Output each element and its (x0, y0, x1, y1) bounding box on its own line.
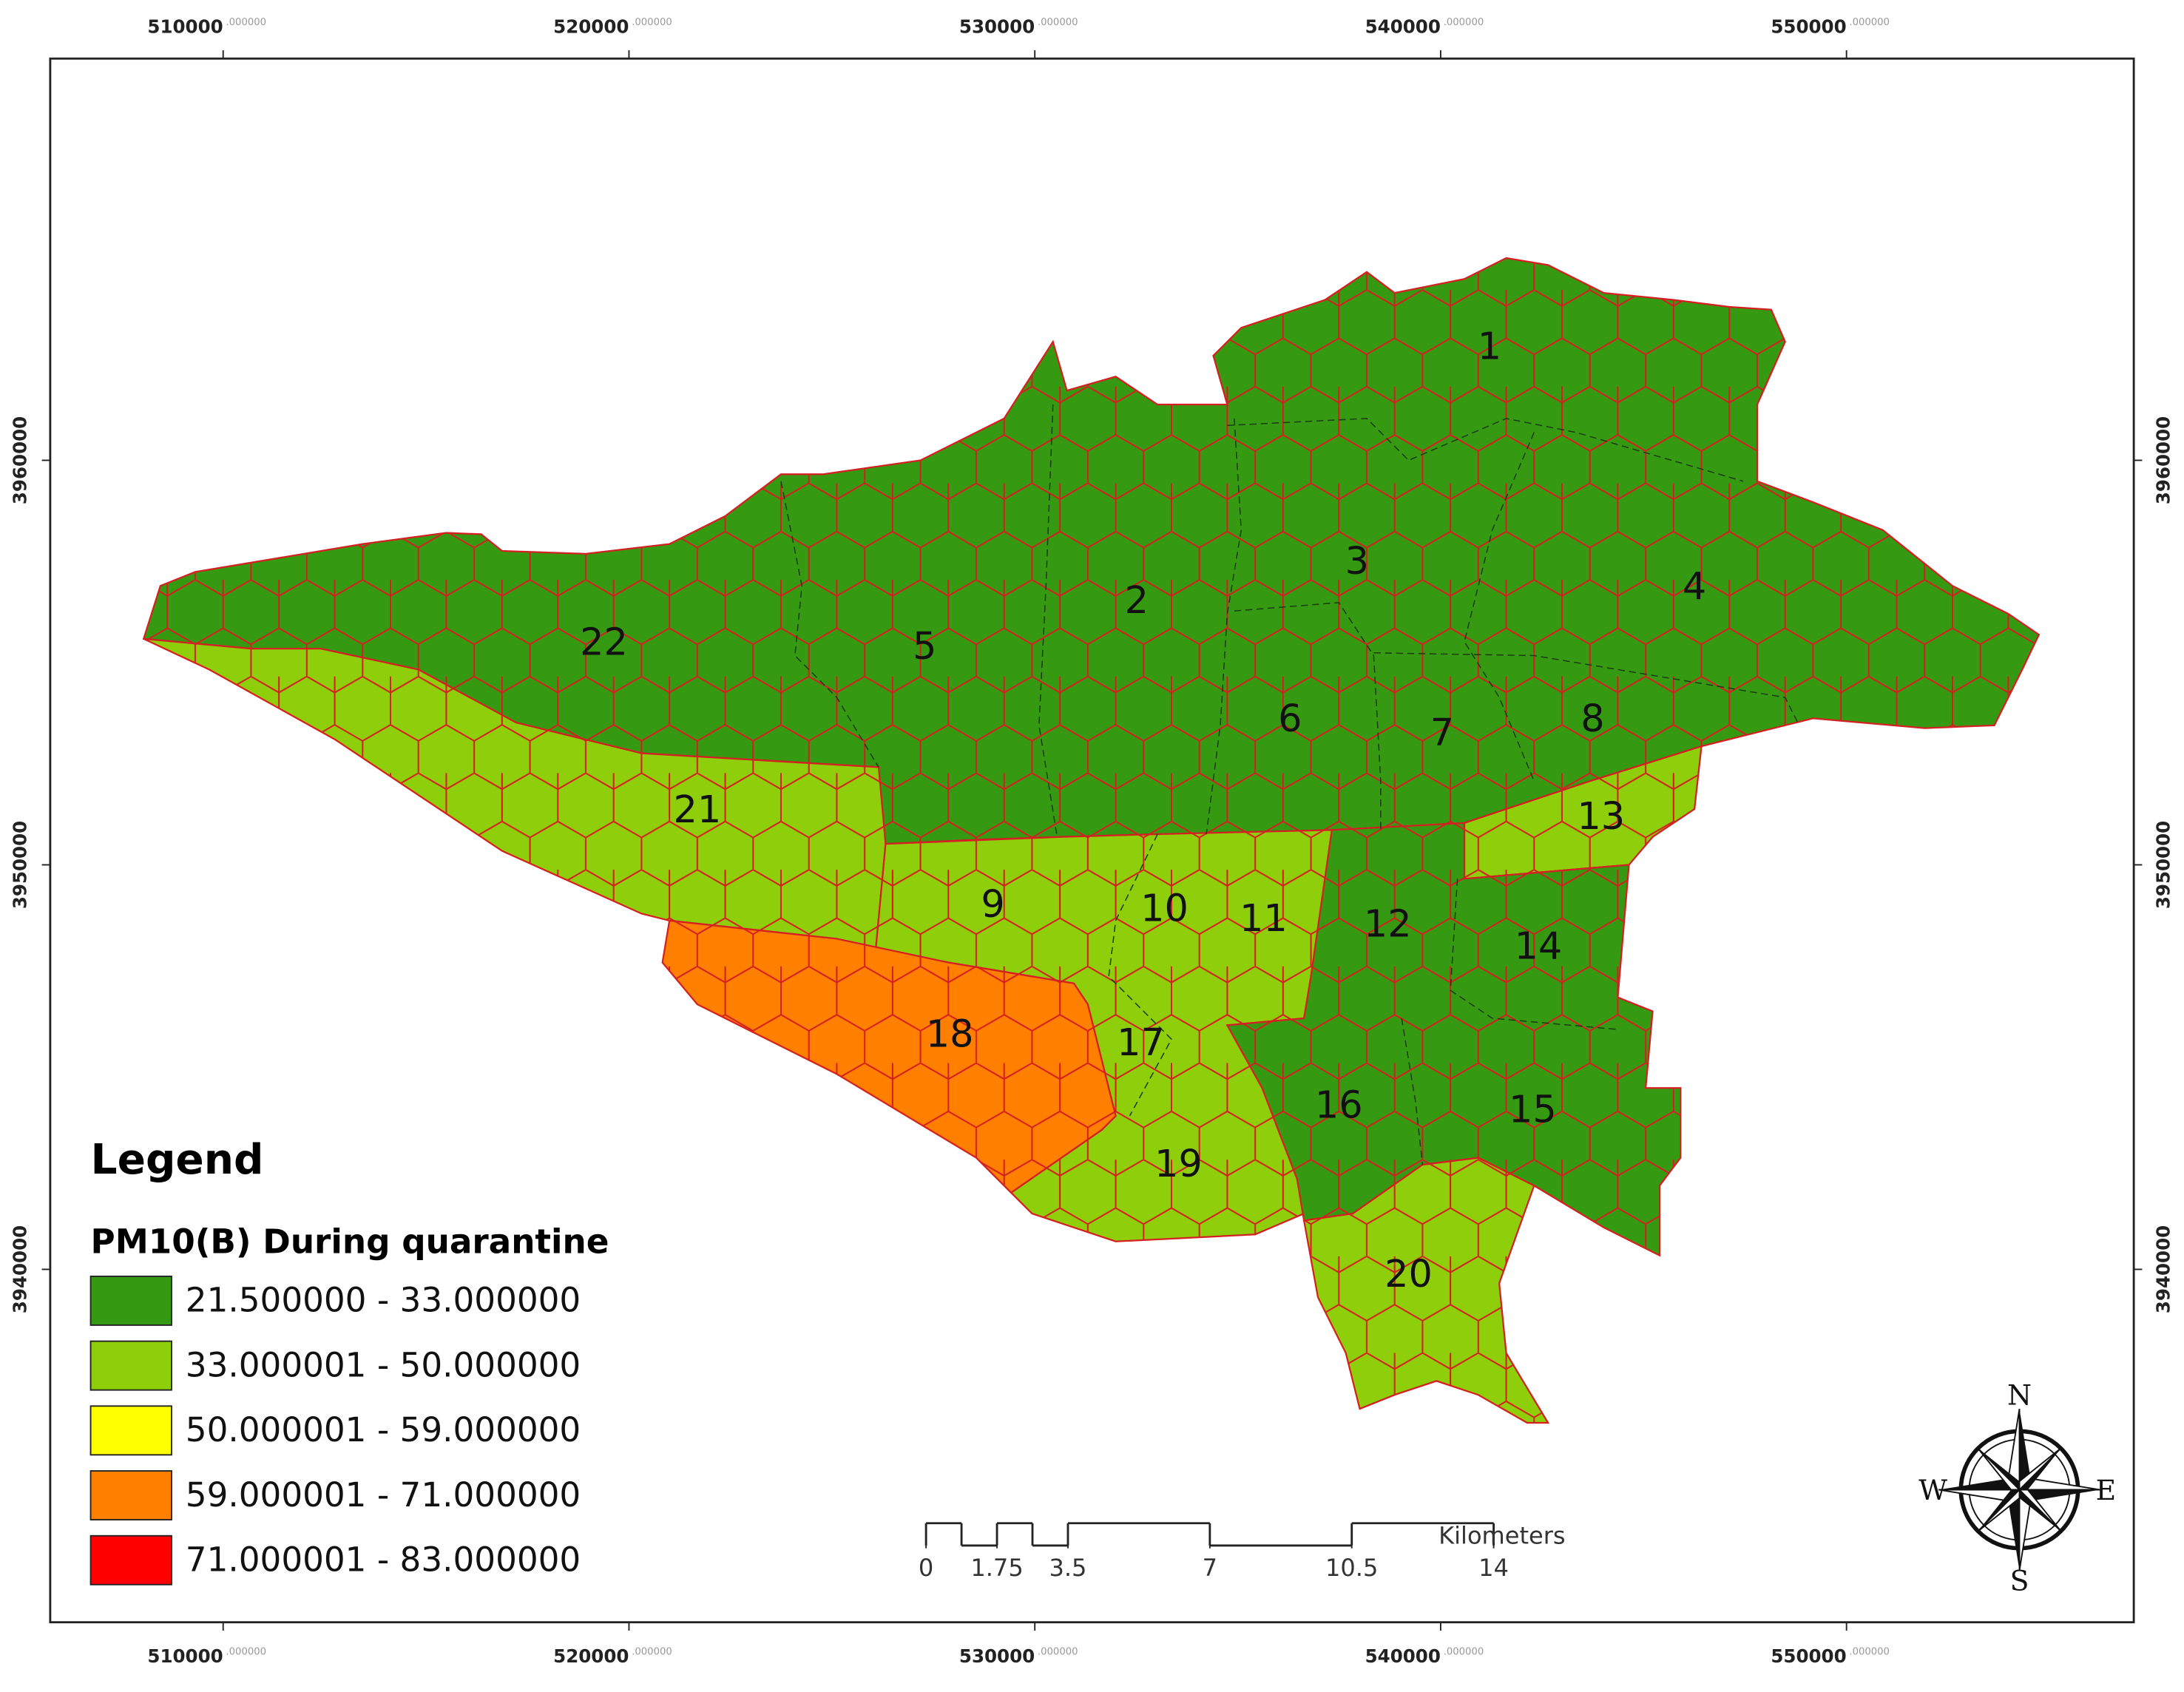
compass-east: E (2096, 1474, 2117, 1506)
district-label: 6 (1278, 697, 1302, 741)
legend: 21.500000 - 33.000000 33.000001 - 50.0000… (89, 1275, 581, 1586)
district-label: 16 (1315, 1084, 1363, 1128)
compass-west: W (1918, 1474, 1947, 1506)
district-label: 17 (1117, 1021, 1165, 1065)
district-label: 4 (1683, 565, 1706, 609)
boundary (1401, 1018, 1424, 1165)
district-label: 21 (673, 788, 721, 832)
x-tick-label: 510000 (147, 1645, 223, 1667)
legend-label: 33.000001 - 50.000000 (186, 1345, 581, 1384)
legend-label: 50.000001 - 59.000000 (186, 1410, 581, 1449)
legend-label: 71.000001 - 83.000000 (186, 1540, 581, 1580)
boundary (1234, 602, 1382, 830)
regions (142, 257, 2041, 1424)
district-label: 12 (1364, 902, 1412, 946)
y-tick-label: 3950000 (9, 821, 30, 909)
scale-bar-label: 14 (1478, 1554, 1509, 1582)
district-label: 13 (1577, 795, 1625, 839)
x-tick-label: 530000 (959, 1645, 1035, 1667)
coordinate-suffix: .000000 (226, 1646, 266, 1657)
legend-label: 59.000001 - 71.000000 (186, 1475, 581, 1515)
boundary (1373, 652, 1800, 726)
boundary (1108, 833, 1172, 1117)
hex-grid (1227, 822, 1681, 1256)
x-tick-label: 540000 (1365, 16, 1441, 38)
coordinate-suffix: .000000 (632, 17, 672, 28)
scale-bar-label: 3.5 (1049, 1554, 1086, 1582)
district-label: 8 (1580, 697, 1604, 741)
scale-bar-label: 10.5 (1325, 1554, 1378, 1582)
district-label: 1 (1478, 325, 1501, 369)
scale-bar-label: 7 (1203, 1554, 1217, 1582)
y-tick-label: 3960000 (2153, 416, 2174, 504)
hex-grid (662, 920, 1116, 1193)
scale-bar-line (926, 1522, 1494, 1547)
boundary (1464, 432, 1535, 782)
legend-swatch (89, 1534, 172, 1586)
coordinate-suffix: .000000 (1849, 1646, 1890, 1657)
district-label: 5 (913, 625, 936, 669)
district-label: 11 (1240, 897, 1288, 941)
scale-bar: 0 1.75 3.5 7 10.5 14 Kilometers (919, 1522, 1566, 1582)
boundary (1450, 879, 1618, 1030)
legend-subtitle: PM10(B) During quarantine (91, 1222, 609, 1262)
district-label: 22 (580, 620, 628, 664)
legend-label: 21.500000 - 33.000000 (186, 1281, 581, 1320)
x-tick-label: 540000 (1365, 1645, 1441, 1667)
coordinates: 510000.000000510000.000000520000.0000005… (9, 16, 2174, 1667)
legend-swatch (89, 1470, 172, 1520)
x-tick-label: 550000 (1771, 16, 1846, 38)
coordinate-suffix: .000000 (632, 1646, 672, 1657)
district-label: 15 (1509, 1088, 1557, 1131)
x-tick-label: 550000 (1771, 1645, 1846, 1667)
coordinate-suffix: .000000 (1038, 17, 1078, 28)
district-boundaries (780, 404, 1800, 1165)
scale-bar-label: 0 (919, 1554, 933, 1582)
x-tick-label: 520000 (553, 16, 629, 38)
district-label: 9 (981, 883, 1004, 927)
legend-swatch (89, 1405, 172, 1456)
coordinate-suffix: .000000 (1038, 1646, 1078, 1657)
coordinate-suffix: .000000 (226, 17, 266, 28)
boundary (1206, 418, 1243, 835)
district-label: 20 (1385, 1253, 1433, 1296)
legend-title: Legend (91, 1135, 264, 1184)
boundary (1227, 418, 1744, 482)
hex-grid (1304, 1157, 1549, 1423)
coordinate-suffix: .000000 (1444, 1646, 1484, 1657)
hex-grid (1464, 746, 1702, 879)
boundary (780, 481, 879, 768)
y-tick-label: 3950000 (2153, 821, 2174, 909)
compass: N S E W (1918, 1379, 2116, 1597)
district-label: 10 (1140, 887, 1189, 931)
district-label: 3 (1345, 540, 1369, 583)
x-tick-label: 520000 (553, 1645, 629, 1667)
boundary (1038, 404, 1058, 837)
y-tick-label: 3940000 (2153, 1225, 2174, 1313)
district-label: 2 (1125, 579, 1149, 623)
district-label: 18 (926, 1012, 974, 1056)
hex-grid (143, 638, 886, 949)
y-tick-label: 3960000 (9, 416, 30, 504)
district-label: 7 (1430, 711, 1454, 755)
x-tick-label: 510000 (147, 16, 223, 38)
scale-bar-label: 1.75 (970, 1554, 1023, 1582)
legend-swatch (89, 1340, 172, 1391)
y-tick-label: 3940000 (9, 1225, 30, 1313)
legend-swatch (89, 1275, 172, 1326)
hex-grid (876, 830, 1332, 1242)
district-label: 19 (1154, 1143, 1203, 1186)
scale-bar-unit: Kilometers (1438, 1522, 1566, 1550)
x-tick-label: 530000 (959, 16, 1035, 38)
coordinate-suffix: .000000 (1849, 17, 1890, 28)
hex-grid (143, 257, 2039, 845)
compass-north: N (2007, 1379, 2032, 1412)
compass-south: S (2010, 1564, 2029, 1597)
district-label: 14 (1515, 925, 1563, 969)
coordinate-suffix: .000000 (1444, 17, 1484, 28)
